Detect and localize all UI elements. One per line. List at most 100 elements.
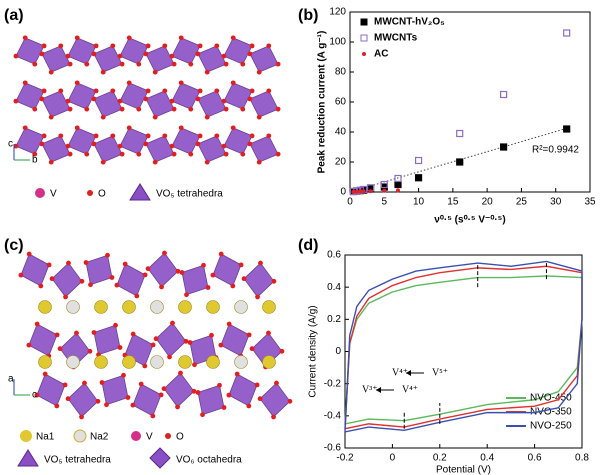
oxygen-atom <box>13 98 19 104</box>
polyhedron <box>36 373 66 407</box>
oxygen-atom <box>100 69 106 75</box>
legend-label: V <box>146 432 153 443</box>
polyhedron <box>116 263 146 297</box>
oxygen-atom <box>150 342 156 348</box>
oxygen-atom <box>122 261 128 267</box>
oxygen-atom <box>113 322 118 328</box>
oxygen-atom <box>58 88 64 94</box>
oxygen-atom <box>266 88 272 94</box>
oxygen-atom <box>214 43 220 49</box>
oxygen-atom <box>188 61 194 67</box>
oxygen-atom <box>100 114 106 120</box>
oxygen-atom <box>158 392 164 398</box>
y-tick-label: 20 <box>335 157 347 168</box>
legend-v <box>131 431 141 441</box>
oxygen-atom <box>162 133 168 139</box>
oxygen-atom <box>169 143 175 149</box>
oxygen-atom <box>136 151 142 157</box>
point <box>563 29 571 37</box>
polyhedron <box>223 82 253 110</box>
oxygen-atom <box>170 320 175 326</box>
oxygen-atom <box>58 133 64 139</box>
oxygen-atom <box>95 398 101 404</box>
legend-label: MWCNT-hV₂O₅ <box>374 17 445 28</box>
oxygen-atom <box>136 106 142 112</box>
polyhedron <box>67 82 97 110</box>
oxygen-atom <box>241 276 247 282</box>
oxygen-atom <box>91 51 97 57</box>
x-tick-label: 0.6 <box>528 453 542 464</box>
y-tick-label: -0.6 <box>324 443 342 454</box>
oxygen-atom <box>230 80 236 86</box>
oxygen-atom <box>49 276 55 282</box>
x-tick-label: 0.4 <box>480 453 494 464</box>
oxygen-atom <box>214 88 220 94</box>
x-axis-title: ν⁰·⁵ (s⁰·⁵ V⁻⁰·⁵) <box>434 215 505 226</box>
oxygen-atom <box>84 151 90 157</box>
polyhedron <box>249 90 279 118</box>
point <box>563 125 571 133</box>
oxygen-atom <box>126 125 132 131</box>
oxygen-atom <box>197 43 203 49</box>
oxygen-atom <box>221 98 227 104</box>
legend-marker <box>360 34 368 42</box>
oxygen-atom <box>162 88 168 94</box>
oxygen-atom <box>48 159 54 165</box>
oxygen-atom <box>48 69 54 75</box>
oxygen-atom <box>175 404 180 410</box>
oxygen-atom <box>279 348 285 354</box>
oxygen-atom <box>218 251 224 257</box>
oxygen-atom <box>65 98 71 104</box>
oxygen-atom <box>223 61 229 67</box>
x-tick-label: 15 <box>447 197 459 208</box>
oxygen-atom <box>226 321 232 327</box>
oxygen-atom <box>184 292 189 298</box>
oxygen-atom <box>110 43 116 49</box>
cv-curve <box>344 275 583 425</box>
y-tick-label: -0.4 <box>324 410 342 421</box>
oxygen-atom <box>204 159 210 165</box>
oxygen-atom <box>22 35 28 41</box>
polyhedron <box>220 323 250 357</box>
y-axis-title: Peak reduction current (A g⁻¹) <box>317 31 328 174</box>
legend-label: AC <box>374 49 388 60</box>
oxygen-atom <box>197 88 203 94</box>
oxygen-atom <box>39 96 45 102</box>
oxygen-atom <box>183 338 189 344</box>
polyhedron <box>93 324 121 356</box>
oxygen-atom <box>38 283 44 289</box>
oxygen-atom <box>192 362 197 368</box>
x-tick-label: 0.2 <box>433 453 447 464</box>
oxygen-atom <box>26 251 32 257</box>
sodium-atom <box>94 355 108 369</box>
legend-label: MWCNTs <box>374 33 418 44</box>
sodium-atom <box>122 355 136 369</box>
oxygen-atom <box>117 98 123 104</box>
panel-label: (b) <box>298 7 318 24</box>
oxygen-atom <box>110 133 116 139</box>
point <box>456 129 464 138</box>
oxygen-atom <box>54 403 60 409</box>
polyhedron <box>67 127 97 155</box>
oxygen-atom <box>119 151 125 157</box>
x-tick-label: 0.8 <box>575 453 589 464</box>
oxygen-atom <box>119 61 125 67</box>
oxygen-atom <box>209 332 214 338</box>
legend-poly <box>17 449 39 467</box>
oxygen-atom <box>145 133 151 139</box>
oxygen-atom <box>169 53 175 59</box>
sodium-atom <box>234 355 248 369</box>
y-tick-label: 0.4 <box>327 282 341 293</box>
oxygen-atom <box>74 330 79 336</box>
polyhedron <box>132 383 162 417</box>
panel-label: (a) <box>4 7 24 24</box>
oxygen-atom <box>223 106 229 112</box>
oxygen-atom <box>195 51 201 57</box>
oxygen-atom <box>34 392 40 398</box>
oxygen-atom <box>88 282 93 288</box>
oxygen-atom <box>67 106 73 112</box>
oxygen-atom <box>42 371 48 377</box>
y-tick-label: 40 <box>335 127 347 138</box>
oxygen-atom <box>117 53 123 59</box>
